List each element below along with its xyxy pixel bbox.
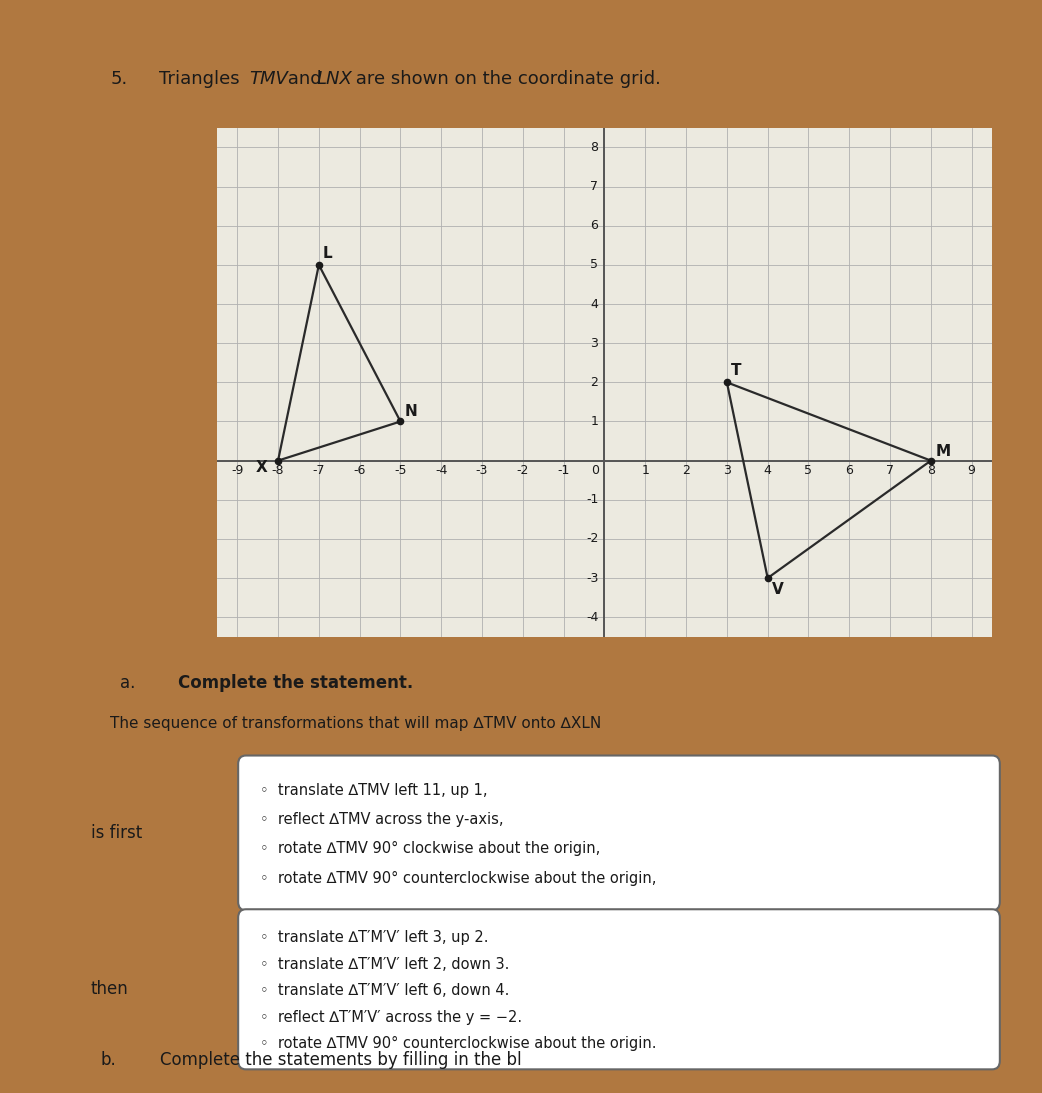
Text: b.: b. — [100, 1051, 117, 1069]
Text: 4: 4 — [764, 463, 772, 477]
Text: ◦  reflect ∆TMV across the y-axis,: ◦ reflect ∆TMV across the y-axis, — [260, 812, 504, 827]
Text: 5.: 5. — [110, 70, 127, 87]
Text: 7: 7 — [886, 463, 894, 477]
Text: The sequence of transformations that will map ∆TMV onto ∆XLN: The sequence of transformations that wil… — [110, 716, 601, 731]
Text: -5: -5 — [394, 463, 406, 477]
Text: -1: -1 — [586, 493, 598, 506]
Text: ◦  translate ∆TMV left 11, up 1,: ◦ translate ∆TMV left 11, up 1, — [260, 783, 488, 798]
Text: -4: -4 — [586, 611, 598, 624]
Text: are shown on the coordinate grid.: are shown on the coordinate grid. — [350, 70, 661, 87]
Text: 1: 1 — [591, 415, 598, 428]
Text: -2: -2 — [586, 532, 598, 545]
Text: LNX: LNX — [317, 70, 352, 87]
Text: is first: is first — [91, 824, 142, 842]
Text: a.: a. — [120, 674, 135, 692]
Text: then: then — [91, 980, 128, 998]
FancyBboxPatch shape — [239, 755, 1000, 910]
Text: 3: 3 — [591, 337, 598, 350]
Text: -9: -9 — [231, 463, 244, 477]
Text: -6: -6 — [353, 463, 366, 477]
Text: 3: 3 — [723, 463, 730, 477]
Text: -4: -4 — [436, 463, 447, 477]
Text: -3: -3 — [476, 463, 489, 477]
Text: 6: 6 — [845, 463, 853, 477]
Text: ◦  rotate ∆TMV 90° counterclockwise about the origin.: ◦ rotate ∆TMV 90° counterclockwise about… — [260, 1036, 656, 1051]
Text: ◦  translate ∆T′M′V′ left 3, up 2.: ◦ translate ∆T′M′V′ left 3, up 2. — [260, 930, 489, 945]
Text: -7: -7 — [313, 463, 325, 477]
Text: Triangles: Triangles — [158, 70, 245, 87]
Text: 0: 0 — [592, 463, 599, 477]
Text: 5: 5 — [804, 463, 813, 477]
Text: ◦  translate ∆T′M′V′ left 2, down 3.: ◦ translate ∆T′M′V′ left 2, down 3. — [260, 957, 510, 972]
Text: TMV: TMV — [249, 70, 288, 87]
Text: L: L — [323, 246, 332, 261]
Text: ◦  rotate ∆TMV 90° counterclockwise about the origin,: ◦ rotate ∆TMV 90° counterclockwise about… — [260, 870, 656, 885]
Text: -8: -8 — [272, 463, 284, 477]
Text: M: M — [936, 444, 951, 459]
Text: V: V — [772, 581, 784, 597]
Text: 6: 6 — [591, 220, 598, 232]
Text: 1: 1 — [641, 463, 649, 477]
Text: N: N — [404, 403, 417, 419]
Text: 4: 4 — [591, 297, 598, 310]
Text: 2: 2 — [591, 376, 598, 389]
Text: 9: 9 — [968, 463, 975, 477]
Text: 2: 2 — [683, 463, 690, 477]
Text: X: X — [255, 460, 268, 475]
Text: -3: -3 — [586, 572, 598, 585]
Text: T: T — [730, 363, 742, 378]
Text: Complete the statement.: Complete the statement. — [178, 674, 414, 692]
Text: 7: 7 — [591, 180, 598, 193]
Text: -2: -2 — [517, 463, 529, 477]
Text: ◦  translate ∆T′M′V′ left 6, down 4.: ◦ translate ∆T′M′V′ left 6, down 4. — [260, 984, 510, 999]
Text: 8: 8 — [591, 141, 598, 154]
Text: -1: -1 — [557, 463, 570, 477]
Text: 5: 5 — [591, 258, 598, 271]
Text: 8: 8 — [927, 463, 935, 477]
FancyBboxPatch shape — [239, 909, 1000, 1069]
Text: Complete the statements by filling in the bl: Complete the statements by filling in th… — [140, 1051, 522, 1069]
Text: ◦  rotate ∆TMV 90° clockwise about the origin,: ◦ rotate ∆TMV 90° clockwise about the or… — [260, 842, 600, 857]
Text: ◦  reflect ∆T′M′V′ across the y = −2.: ◦ reflect ∆T′M′V′ across the y = −2. — [260, 1010, 523, 1025]
Text: and: and — [281, 70, 327, 87]
